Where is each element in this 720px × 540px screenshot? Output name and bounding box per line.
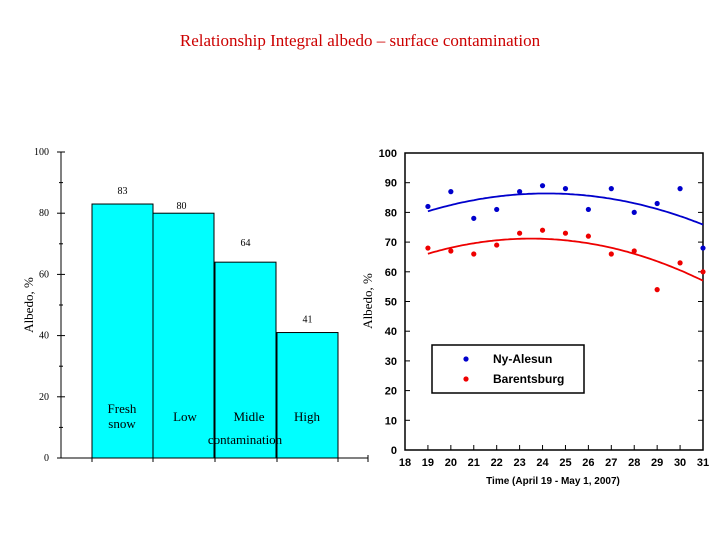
y-axis-label: Albedo, % — [360, 273, 375, 329]
trend-line — [427, 237, 704, 282]
bar-chart: 83 80 64 41 0 20 40 60 80 100 Fresh snow Low Midle Hig… — [21, 147, 369, 464]
data-point — [562, 186, 569, 192]
data-point — [585, 206, 591, 213]
category-label: Midle — [233, 409, 264, 424]
category-label: High — [294, 409, 321, 424]
x-tick-label: 30 — [674, 457, 686, 469]
y-tick-label: 20 — [39, 392, 49, 403]
bar-value-label: 83 — [118, 186, 128, 197]
x-tick-label: 29 — [651, 457, 663, 469]
data-point — [562, 230, 569, 236]
y-tick-label: 40 — [385, 326, 397, 338]
bar — [214, 261, 277, 459]
x-tick-label: 22 — [491, 457, 503, 469]
scatter-chart: 0 10 20 30 40 50 60 70 80 90 100 18 19 20 21 22 23 24 25 26… — [360, 148, 709, 487]
y-tick-label: 60 — [385, 267, 397, 279]
y-tick-label: 60 — [39, 269, 49, 280]
y-tick-label: 40 — [39, 331, 49, 342]
data-point — [631, 209, 637, 215]
trend-line — [427, 192, 704, 226]
data-point — [425, 245, 431, 251]
x-tick-label: 28 — [628, 457, 640, 469]
plot-frame — [404, 152, 704, 451]
legend-label: Ny-Alesun — [493, 352, 552, 366]
legend-box — [431, 344, 585, 394]
legend: Ny-Alesun Barentsburg — [431, 344, 585, 394]
bar-value-label: 64 — [241, 238, 251, 249]
x-tick-label: 20 — [445, 457, 457, 469]
x-tick-label: 27 — [605, 457, 617, 469]
y-tick-label: 0 — [391, 445, 397, 457]
bar-value-label: 80 — [177, 201, 187, 212]
x-tick-label: 19 — [422, 457, 434, 469]
y-axis-label: Albedo, % — [21, 277, 36, 333]
category-label: Low — [173, 409, 197, 424]
y-tick-label: 30 — [385, 356, 397, 368]
y-tick-label: 70 — [385, 237, 397, 249]
x-axis-label: contamination — [208, 432, 283, 447]
x-tick-label: 26 — [582, 457, 594, 469]
legend-marker — [463, 356, 469, 362]
category-label-line: snow — [108, 416, 136, 431]
data-point — [654, 287, 660, 293]
page-title: Relationship Integral albedo – surface c… — [179, 31, 541, 50]
y-tick-label: 20 — [385, 386, 397, 398]
y-tick-label: 0 — [44, 453, 49, 464]
data-point — [494, 242, 500, 248]
bar-value-label: 41 — [303, 315, 313, 326]
data-point — [700, 269, 706, 275]
y-tick-label: 100 — [34, 147, 49, 158]
data-point — [517, 230, 523, 236]
data-point — [448, 189, 454, 195]
category-label-line: Fresh — [108, 401, 137, 416]
data-point — [539, 227, 546, 233]
data-point — [425, 203, 431, 210]
data-point — [471, 215, 477, 221]
x-tick-label: 18 — [399, 457, 411, 469]
data-point — [654, 200, 660, 207]
y-tick-label: 50 — [385, 297, 397, 309]
y-tick-label: 10 — [385, 415, 397, 427]
data-point — [677, 260, 683, 266]
data-point — [448, 248, 454, 254]
data-point — [471, 251, 477, 257]
x-axis-label: Time (April 19 - May 1, 2007) — [486, 476, 620, 487]
legend-marker — [463, 376, 469, 382]
data-point — [539, 183, 546, 189]
y-tick-label: 80 — [385, 207, 397, 219]
x-tick-label: 25 — [559, 457, 571, 469]
data-point — [677, 186, 683, 192]
y-tick-label: 90 — [385, 178, 397, 190]
x-tick-label: 31 — [697, 457, 709, 469]
data-point — [608, 186, 614, 192]
y-tick-label: 100 — [379, 148, 397, 160]
y-tick-label: 80 — [39, 208, 49, 219]
data-point — [585, 233, 591, 239]
x-tick-label: 23 — [513, 457, 525, 469]
data-point — [608, 251, 614, 257]
data-point — [517, 189, 523, 195]
data-point — [700, 245, 706, 251]
bar — [276, 332, 339, 459]
category-label: Fresh snow — [108, 401, 137, 431]
legend-label: Barentsburg — [493, 372, 564, 386]
x-tick-label: 21 — [468, 457, 480, 469]
data-point — [631, 248, 637, 254]
data-point — [494, 206, 500, 213]
x-tick-label: 24 — [536, 457, 549, 469]
